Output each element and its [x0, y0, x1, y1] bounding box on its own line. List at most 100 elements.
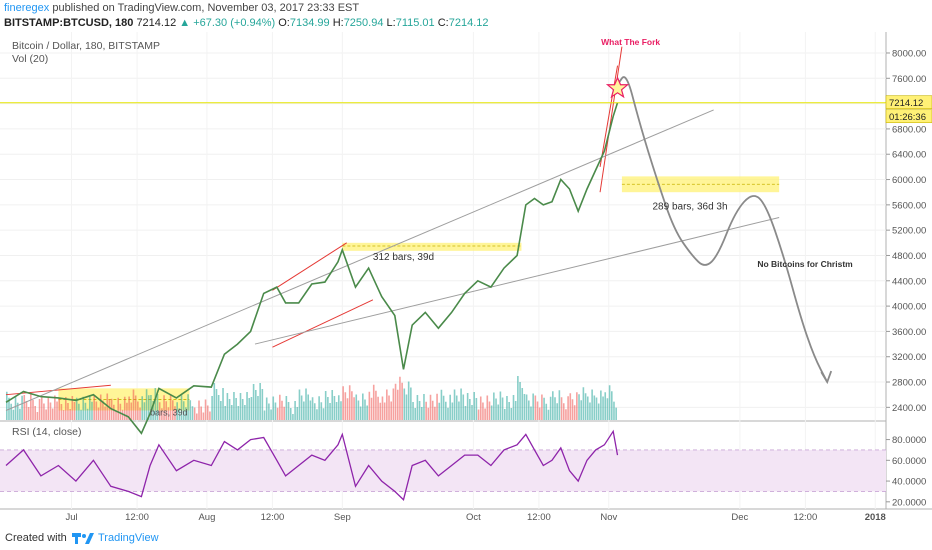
volume-bar: [427, 407, 430, 420]
volume-bar: [403, 388, 406, 420]
volume-bar: [366, 405, 368, 420]
last-price: 7214.12: [136, 17, 177, 29]
volume-bar: [532, 393, 534, 420]
volume-bar: [200, 406, 202, 420]
volume-bar: [176, 402, 178, 420]
volume-bar: [484, 408, 486, 420]
rsi-band: [0, 449, 886, 492]
volume-bar: [154, 388, 157, 420]
projection-arrowhead: [820, 370, 833, 385]
y-tick-label: 6400.00: [892, 150, 926, 161]
volume-bar: [388, 395, 390, 420]
volume-bar: [80, 409, 82, 420]
volume-bar: [171, 400, 174, 420]
volume-bar: [375, 390, 377, 420]
y-tick-label: 5200.00: [892, 226, 926, 237]
volume-bar: [615, 407, 617, 420]
volume-bar: [597, 403, 600, 420]
price-chart[interactable]: 8000.007600.007200.006800.006400.006000.…: [0, 32, 932, 527]
volume-bar: [189, 400, 192, 420]
volume-bar: [193, 407, 196, 420]
volume-bar: [38, 399, 41, 420]
volume-bar: [434, 406, 436, 420]
volume-bar: [130, 402, 133, 420]
volume-bar: [211, 396, 213, 420]
volume-bar: [392, 388, 395, 420]
volume-bar: [547, 409, 550, 420]
volume-bar: [495, 398, 497, 420]
volume-bar: [497, 404, 500, 420]
volume-bar: [64, 397, 67, 420]
created-with-text: Created with: [5, 532, 67, 544]
volume-bar: [91, 401, 93, 420]
high-label: H:: [332, 17, 344, 29]
volume-bar: [43, 403, 45, 420]
volume-bar: [449, 394, 451, 420]
volume-bar: [209, 411, 211, 420]
volume-bar: [477, 409, 480, 420]
volume-bar: [161, 408, 163, 420]
volume-bar: [259, 383, 261, 420]
volume-bar: [327, 397, 329, 420]
last-price-tag-label: 7214.12: [889, 98, 923, 109]
volume-bar: [405, 394, 408, 420]
volume-bar: [196, 413, 198, 420]
volume-bar: [567, 396, 569, 420]
volume-bar: [233, 392, 235, 420]
volume-bar: [115, 410, 117, 420]
volume-bar: [169, 394, 172, 420]
trendline: [254, 217, 780, 345]
volume-bar: [556, 403, 558, 420]
volume-bar: [610, 391, 613, 420]
price-change: +67.30 (+0.94%): [193, 17, 276, 29]
volume-bar: [562, 403, 565, 420]
volume-bar: [202, 412, 205, 420]
rsi-indicator-label: RSI (14, close): [12, 426, 81, 438]
volume-bar: [263, 410, 266, 420]
tradingview-brand-link[interactable]: TradingView: [98, 532, 159, 544]
volume-bar: [82, 396, 85, 420]
volume-bar: [501, 397, 504, 420]
author-link[interactable]: fineregex: [4, 2, 50, 14]
volume-bar: [571, 399, 574, 420]
volume-bar: [420, 407, 423, 420]
volume-bar: [270, 409, 272, 420]
volume-bar: [45, 409, 47, 420]
volume-bar: [410, 387, 412, 420]
volume-bar: [86, 408, 89, 420]
volume-bar: [150, 395, 152, 420]
volume-bar: [67, 403, 69, 420]
volume-bar: [606, 398, 609, 420]
volume-bar: [431, 400, 434, 420]
volume-bar: [530, 406, 532, 420]
x-tick-label: 12:00: [125, 512, 149, 523]
volume-bar: [60, 404, 63, 420]
volume-bar: [416, 395, 419, 420]
volume-bar: [445, 401, 447, 420]
volume-bar: [573, 405, 576, 420]
volume-bar: [536, 401, 539, 420]
volume-bar: [514, 401, 517, 420]
volume-bar: [337, 395, 340, 420]
volume-bar: [322, 408, 325, 420]
volume-bar: [549, 396, 552, 420]
volume-bar: [237, 406, 240, 420]
volume-bar: [213, 383, 216, 420]
tradingview-logo-icon: [72, 533, 94, 544]
volume-bar: [580, 400, 583, 420]
volume-bar: [54, 395, 56, 420]
volume-bar: [158, 402, 161, 420]
volume-bar: [104, 406, 106, 420]
volume-bar: [462, 394, 465, 420]
volume-bar: [180, 395, 183, 420]
volume-bar: [163, 395, 165, 420]
volume-bar: [132, 389, 135, 420]
volume-bar: [479, 396, 482, 420]
volume-bar: [147, 395, 150, 420]
x-tick-label: Oct: [466, 512, 481, 523]
volume-bar: [311, 397, 314, 420]
volume-bar: [182, 401, 185, 420]
price-line: [5, 102, 619, 435]
volume-bar: [348, 385, 351, 420]
volume-bar: [185, 407, 187, 420]
